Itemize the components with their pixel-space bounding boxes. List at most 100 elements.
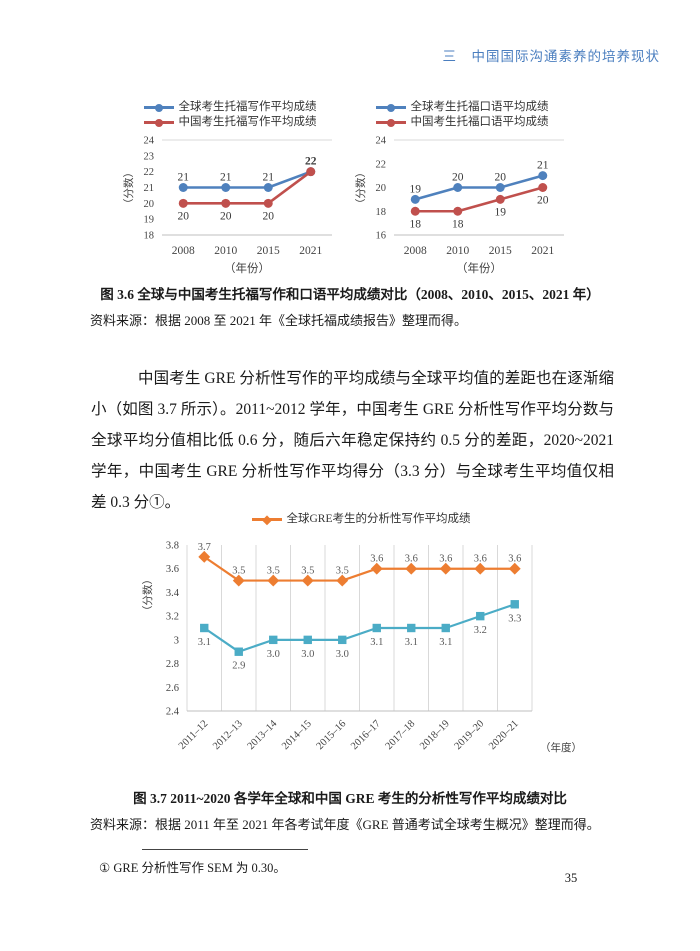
- y-axis-title: （分数）: [141, 574, 154, 616]
- data-point: [234, 647, 243, 656]
- figure-3-6-caption: 图 3.6 全球与中国考生托福写作和口语平均成绩对比（2008、2010、201…: [100, 287, 600, 302]
- footnote-separator: [142, 849, 308, 850]
- y-tick-label: 19: [144, 215, 155, 226]
- data-label: 22: [305, 156, 317, 168]
- data-point: [263, 198, 273, 208]
- data-point: [453, 183, 463, 192]
- legend-label: 中国考生托福写作平均成绩: [178, 116, 317, 128]
- data-label: 3.6: [474, 554, 487, 565]
- figure-3-6-source: 资料来源：根据 2008 至 2021 年《全球托福成绩报告》整理而得。: [90, 313, 468, 328]
- x-tick-label: 2008: [172, 245, 195, 257]
- data-point: [538, 183, 548, 192]
- data-label: 20: [452, 172, 464, 184]
- body-paragraph: 中国考生 GRE 分析性写作的平均成绩与全球平均值的差距也在逐渐缩小（如图 3.…: [91, 370, 614, 511]
- data-label: 3.0: [336, 649, 349, 660]
- x-tick-label: 2021: [531, 245, 554, 257]
- legend-item: 中国考生托福写作平均成绩: [143, 115, 317, 130]
- data-point: [407, 623, 416, 633]
- y-tick-label: 24: [144, 136, 155, 147]
- data-label: 3.1: [405, 637, 418, 648]
- y-axis-title: （分数）: [354, 167, 367, 209]
- y-tick-label: 18: [376, 207, 387, 218]
- data-label: 3.6: [405, 554, 418, 565]
- data-label: 3.1: [439, 637, 452, 648]
- series-line: [183, 170, 312, 205]
- legend-marker-icon: [375, 118, 406, 127]
- data-label: 3.5: [267, 566, 280, 577]
- y-tick-label: 2.6: [166, 683, 179, 694]
- x-axis-title: （年份）: [224, 261, 270, 275]
- data-point: [221, 183, 231, 192]
- data-point: [495, 194, 505, 204]
- y-tick-label: 16: [376, 231, 387, 242]
- legend-item: 中国考生托福口语平均成绩: [375, 115, 549, 130]
- data-point: [510, 600, 519, 609]
- data-label: 3.6: [370, 554, 383, 565]
- y-tick-label: 20: [144, 199, 155, 210]
- y-tick-label: 2.8: [166, 659, 179, 670]
- series-line: [203, 603, 516, 653]
- data-point: [441, 623, 450, 633]
- data-point: [306, 167, 316, 177]
- x-tick-label: 2015: [489, 245, 512, 257]
- footnote-text: ① GRE 分析性写作 SEM 为 0.30。: [99, 861, 286, 875]
- data-point: [372, 623, 381, 633]
- y-tick-label: 3.4: [166, 588, 180, 599]
- data-label: 19: [410, 183, 422, 195]
- data-label: 3.2: [474, 625, 487, 636]
- x-tick-label: 2014–15: [280, 718, 314, 752]
- data-label: 3.1: [198, 637, 211, 648]
- x-axis-title: （年份）: [456, 261, 502, 275]
- data-label: 2.9: [232, 661, 245, 672]
- toefl-writing-legend: 全球考生托福写作平均成绩 中国考生托福写作平均成绩: [143, 100, 317, 130]
- data-label: 18: [452, 218, 464, 230]
- data-label: 18: [410, 218, 422, 230]
- x-tick-label: 2016–17: [349, 718, 383, 752]
- toefl-speaking-chart: 全球考生托福口语平均成绩 中国考生托福口语平均成绩 24 22 20 18 16 （分数） 2…: [352, 100, 572, 290]
- data-label: 3.5: [232, 566, 245, 577]
- data-label: 3.0: [301, 649, 314, 660]
- legend-label: 全球考生托福写作平均成绩: [178, 101, 317, 113]
- y-tick-label: 20: [376, 183, 387, 194]
- data-label: 19: [495, 206, 507, 218]
- figure-3-7: 全球GRE考生的分析性写作平均成绩 3.8 3.6 3.4 3.2 3 2.8 2.6 2.4…: [136, 512, 586, 765]
- x-tick-label: 2010: [446, 245, 469, 257]
- data-point: [263, 183, 273, 192]
- data-label: 3.7: [198, 542, 211, 553]
- legend-marker-icon: [143, 118, 174, 127]
- data-point: [453, 206, 463, 216]
- y-tick-label: 3.6: [166, 564, 179, 575]
- legend-label: 中国考生托福口语平均成绩: [410, 116, 549, 128]
- legend-item: 全球考生托福口语平均成绩: [375, 100, 549, 115]
- series-line: [415, 186, 544, 213]
- legend-label: 全球考生托福口语平均成绩: [410, 101, 549, 113]
- data-point: [200, 623, 209, 633]
- x-tick-label: 2015–16: [315, 718, 349, 752]
- data-label: 3.1: [370, 637, 383, 648]
- data-label: 3.5: [301, 566, 314, 577]
- legend-marker-icon: [143, 103, 174, 112]
- gre-chart-legend: 全球GRE考生的分析性写作平均成绩: [251, 512, 471, 527]
- y-tick-label: 18: [144, 231, 155, 242]
- y-tick-label: 3.2: [166, 612, 179, 623]
- data-label: 3.0: [267, 649, 280, 660]
- data-point: [221, 198, 231, 208]
- x-tick-label: 2008: [404, 245, 427, 257]
- data-point: [338, 635, 347, 645]
- data-point: [410, 206, 420, 216]
- x-axis-title: （年度）: [540, 741, 582, 754]
- data-label: 21: [178, 172, 190, 184]
- data-point: [495, 183, 505, 192]
- data-label: 20: [263, 210, 275, 222]
- x-tick-label: 2020–21: [487, 718, 521, 752]
- legend-marker-icon: [375, 103, 406, 112]
- x-tick-label: 2021: [299, 245, 322, 257]
- x-tick-label: 2019–20: [453, 718, 487, 752]
- x-tick-label: 2013–14: [246, 718, 280, 752]
- data-label: 3.3: [508, 613, 521, 624]
- data-point: [476, 611, 485, 621]
- data-label: 20: [495, 172, 507, 184]
